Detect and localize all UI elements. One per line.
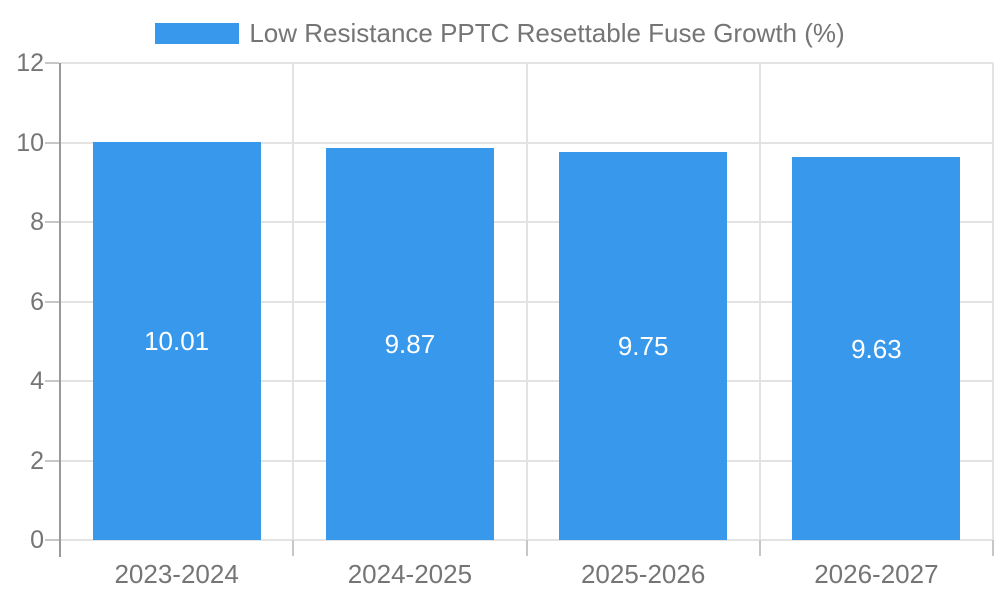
bar-value-label: 9.87: [384, 328, 436, 359]
y-axis-tick: [45, 62, 59, 64]
legend: Low Resistance PPTC Resettable Fuse Grow…: [0, 18, 1000, 48]
y-tick-label: 12: [16, 49, 44, 77]
y-tick-label: 6: [30, 287, 44, 316]
bar: 9.75: [559, 152, 728, 540]
y-axis-tick: [45, 221, 59, 223]
x-axis-tick: [992, 540, 994, 556]
plot-area: 10.01 9.87 9.75 9.63: [45, 62, 994, 557]
x-axis-tick: [292, 540, 295, 556]
bar-value-label: 9.75: [617, 331, 669, 362]
x-tick-label: 2026-2027: [814, 559, 939, 589]
x-tick-label: 2023-2024: [114, 559, 239, 589]
x-axis-tick: [758, 540, 761, 556]
x-axis-tick: [525, 540, 528, 556]
y-tick-label: 0: [30, 526, 44, 554]
x-tick-label: 2024-2025: [347, 559, 473, 589]
y-axis-tick: [45, 459, 59, 462]
bar: 10.01: [92, 142, 261, 540]
y-axis-tick: [45, 300, 59, 303]
legend-label: Low Resistance PPTC Resettable Fuse Grow…: [249, 18, 845, 48]
bar-value-label: 10.01: [144, 326, 210, 357]
y-tick-label: 8: [30, 208, 44, 236]
gridline-vertical: [292, 63, 295, 540]
legend-swatch: [155, 22, 240, 44]
x-tick-label: 2025-2026: [580, 559, 706, 589]
bar: 9.63: [792, 157, 961, 540]
y-tick-label: 10: [16, 128, 44, 157]
y-axis-tick: [45, 141, 59, 144]
y-axis-line: [59, 63, 61, 557]
gridline-vertical: [758, 63, 761, 540]
gridline-vertical: [525, 63, 528, 540]
gridline-vertical: [992, 63, 994, 540]
bar-value-label: 9.63: [851, 333, 902, 364]
y-axis-tick: [45, 539, 59, 541]
y-tick-label: 4: [30, 367, 44, 395]
bar: 9.87: [325, 147, 494, 540]
y-tick-label: 2: [30, 446, 44, 475]
y-axis-tick: [45, 380, 59, 382]
